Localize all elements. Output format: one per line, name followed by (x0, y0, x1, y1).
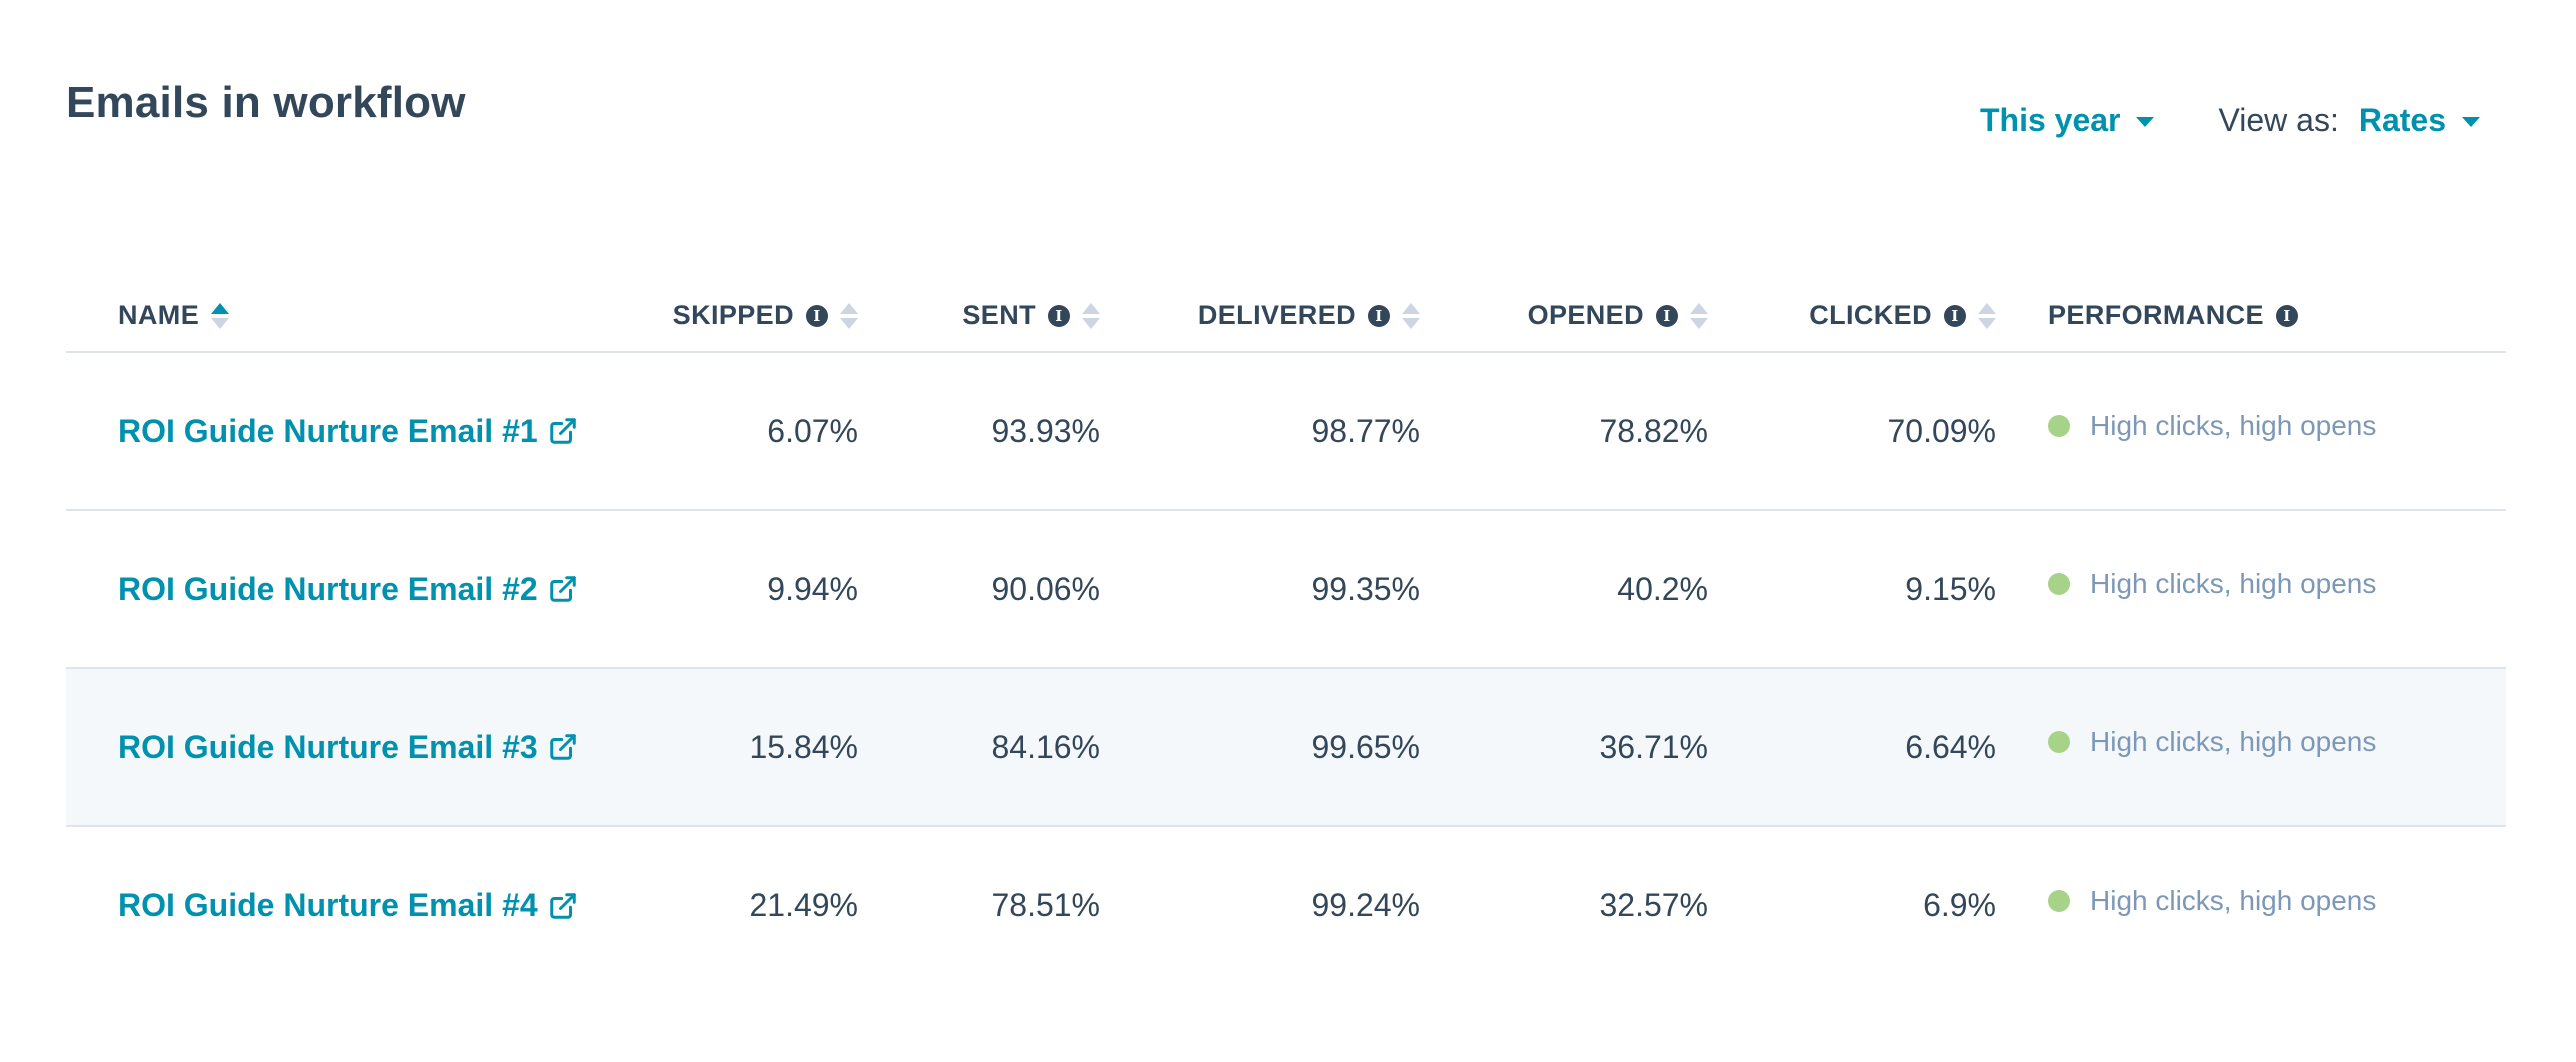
email-link[interactable]: ROI Guide Nurture Email #2 (118, 571, 578, 608)
view-as-label: View as: (2218, 102, 2339, 138)
skipped-cell: 6.07% (626, 352, 858, 511)
emails-table: NAME SKIPPED i SENT i (66, 280, 2506, 984)
status-dot-icon (2048, 415, 2070, 437)
status-dot-icon (2048, 731, 2070, 753)
column-header-name[interactable]: NAME (66, 280, 626, 353)
status-dot-icon (2048, 889, 2070, 912)
sort-ascending-icon[interactable] (211, 302, 230, 329)
email-link[interactable]: ROI Guide Nurture Email #3 (118, 729, 578, 766)
external-link-icon (549, 892, 576, 919)
performance-label: High clicks, high opens (2090, 726, 2377, 757)
performance-cell: High clicks, high opens (1996, 510, 2506, 669)
column-header-opened[interactable]: OPENED i (1420, 280, 1708, 353)
column-header-label: DELIVERED (1197, 300, 1356, 330)
info-icon[interactable]: i (1368, 304, 1390, 327)
email-name: ROI Guide Nurture Email #1 (118, 412, 538, 449)
opened-cell: 78.82% (1420, 352, 1708, 511)
column-header-label: SKIPPED (672, 300, 794, 330)
table-header-row: NAME SKIPPED i SENT i (66, 280, 2506, 353)
skipped-cell: 21.49% (749, 887, 858, 923)
delivered-cell: 99.24% (1311, 887, 1420, 923)
performance-label: High clicks, high opens (2090, 884, 2377, 916)
performance-cell: High clicks, high opens (1996, 352, 2506, 511)
sort-icon[interactable] (1978, 302, 1996, 329)
sent-cell: 84.16% (858, 668, 1100, 827)
performance-label: High clicks, high opens (2090, 410, 2377, 441)
column-header-label: OPENED (1527, 300, 1644, 330)
info-icon[interactable]: i (806, 304, 828, 327)
view-as-value: Rates (2358, 102, 2446, 138)
page-title: Emails in workflow (66, 78, 466, 127)
filters-bar: This year View as: Rates (1980, 102, 2480, 139)
info-icon[interactable]: i (1656, 304, 1678, 327)
column-header-performance: PERFORMANCE i (1996, 280, 2506, 353)
table-row: ROI Guide Nurture Email #1 6.07% 93.93% … (66, 352, 2506, 511)
skipped-cell: 9.94% (626, 510, 858, 669)
sort-icon[interactable] (840, 302, 858, 329)
opened-cell: 32.57% (1599, 887, 1708, 923)
date-range-value: This year (1979, 102, 2121, 138)
email-name-cell: ROI Guide Nurture Email #4 (66, 826, 626, 984)
external-link-icon (549, 576, 576, 602)
opened-cell: 36.71% (1420, 668, 1708, 827)
email-name: ROI Guide Nurture Email #4 (118, 887, 538, 923)
external-link-icon (549, 418, 576, 444)
clicked-cell: 9.15% (1708, 510, 1996, 669)
skipped-cell: 15.84% (626, 668, 858, 827)
column-header-delivered[interactable]: DELIVERED i (1100, 280, 1420, 353)
clicked-cell: 70.09% (1708, 352, 1996, 511)
delivered-cell: 99.35% (1100, 510, 1420, 669)
table-row: ROI Guide Nurture Email #3 15.84% 84.16%… (66, 668, 2506, 827)
email-name-cell: ROI Guide Nurture Email #1 (66, 352, 626, 511)
table-row: ROI Guide Nurture Email #4 21.49% 78.51%… (66, 826, 2506, 984)
info-icon[interactable]: i (1944, 304, 1966, 327)
clicked-cell: 6.64% (1708, 668, 1996, 827)
email-name: ROI Guide Nurture Email #2 (118, 570, 538, 607)
sent-cell: 78.51% (991, 887, 1100, 923)
info-icon[interactable]: i (1048, 304, 1070, 327)
sort-icon[interactable] (1402, 302, 1420, 329)
caret-down-icon (2462, 116, 2480, 127)
sort-icon[interactable] (1082, 302, 1100, 329)
view-as-dropdown[interactable]: Rates (2359, 102, 2480, 139)
table-row: ROI Guide Nurture Email #2 9.94% 90.06% … (66, 510, 2506, 669)
column-header-label: NAME (118, 300, 200, 330)
sort-icon[interactable] (1690, 302, 1708, 329)
email-link[interactable]: ROI Guide Nurture Email #4 (118, 887, 578, 924)
opened-cell: 40.2% (1420, 510, 1708, 669)
column-header-label: PERFORMANCE (2048, 300, 2264, 330)
external-link-icon (549, 734, 576, 760)
email-name: ROI Guide Nurture Email #3 (118, 728, 538, 765)
column-header-label: SENT (962, 300, 1036, 330)
performance-cell: High clicks, high opens (1996, 668, 2506, 827)
performance-label: High clicks, high opens (2090, 568, 2377, 599)
caret-down-icon (2136, 116, 2155, 127)
column-header-sent[interactable]: SENT i (858, 280, 1100, 353)
date-range-dropdown[interactable]: This year (1980, 102, 2155, 139)
email-name-cell: ROI Guide Nurture Email #2 (66, 510, 626, 669)
performance-cell: High clicks, high opens (1996, 826, 2506, 984)
sent-cell: 93.93% (858, 352, 1100, 511)
column-header-skipped[interactable]: SKIPPED i (626, 280, 858, 353)
email-name-cell: ROI Guide Nurture Email #3 (66, 668, 626, 827)
column-header-label: CLICKED (1809, 300, 1932, 330)
email-link[interactable]: ROI Guide Nurture Email #1 (118, 413, 578, 450)
delivered-cell: 98.77% (1100, 352, 1420, 511)
delivered-cell: 99.65% (1100, 668, 1420, 827)
status-dot-icon (2048, 573, 2070, 595)
info-icon[interactable]: i (2275, 304, 2298, 327)
clicked-cell: 6.9% (1923, 887, 1996, 923)
column-header-clicked[interactable]: CLICKED i (1708, 280, 1996, 353)
sent-cell: 90.06% (858, 510, 1100, 669)
